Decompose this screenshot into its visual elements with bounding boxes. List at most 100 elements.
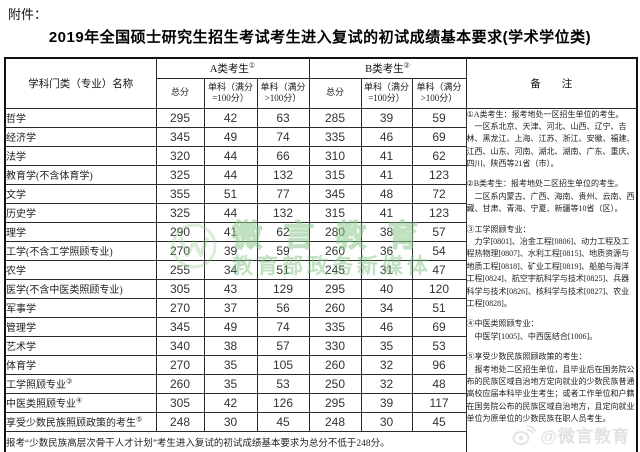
score-value: 40: [360, 278, 413, 299]
subject-name: 中医类照顾专业④: [4, 392, 157, 413]
subject-name: 体育学: [4, 354, 157, 375]
subject-name: 农学: [4, 259, 157, 280]
remarks-column-header: 备 注: [465, 57, 638, 109]
score-value: 245: [308, 259, 362, 280]
score-value: 345: [155, 316, 205, 337]
score-value: 74: [256, 126, 310, 147]
remark-paragraph: ②B类考生：报考地处二区招生单位的考生。: [466, 179, 624, 189]
table-row: 享受少数民族照顾政策的考生⑤ 248 30 45 248 30 45: [4, 411, 637, 432]
score-value: 53: [411, 335, 467, 356]
score-value: 46: [360, 316, 413, 337]
score-value: 46: [360, 126, 413, 147]
score-value: 34: [203, 259, 258, 280]
row-footnote-mark: ④: [76, 396, 83, 405]
score-value: 260: [308, 240, 362, 261]
score-value: 53: [256, 373, 310, 394]
score-value: 49: [203, 316, 258, 337]
score-value: 248: [308, 411, 362, 432]
score-value: 290: [155, 221, 205, 242]
score-value: 69: [411, 316, 467, 337]
score-value: 30: [360, 411, 413, 432]
remark-paragraph: ①A类考生：报考地处一区招生单位的考生。: [466, 109, 624, 119]
score-value: 335: [308, 316, 362, 337]
score-value: 36: [360, 240, 413, 261]
score-value: 270: [155, 240, 205, 261]
score-value: 49: [203, 126, 258, 147]
score-value: 280: [308, 221, 362, 242]
score-value: 96: [411, 354, 467, 375]
score-value: 59: [411, 107, 467, 128]
score-value: 260: [308, 297, 362, 318]
table-row: 艺术学 340 38 57 330 35 53: [4, 335, 637, 356]
score-value: 59: [256, 240, 310, 261]
score-value: 325: [155, 202, 205, 223]
score-value: 295: [308, 392, 362, 413]
score-value: 74: [256, 316, 310, 337]
footer-note: 报考“少数民族高层次骨干人才计划”考生进入复试的初试成绩基本要求为总分不低于24…: [4, 430, 467, 452]
attachment-label: 附件：: [8, 7, 48, 22]
score-value: 51: [411, 297, 467, 318]
score-value: 315: [308, 202, 362, 223]
score-value: 32: [360, 354, 413, 375]
score-value: 48: [360, 183, 413, 204]
score-value: 41: [360, 202, 413, 223]
a-sub100-header: 单科（满分=100分）: [203, 77, 258, 109]
score-value: 39: [203, 240, 258, 261]
table-row: 体育学 270 35 105 260 32 96: [4, 354, 637, 375]
score-value: 123: [411, 164, 467, 185]
subject-name: 经济学: [4, 126, 157, 147]
group-a-footnote-mark: ①: [248, 61, 256, 70]
subject-column-header: 学科门类（专业）名称: [4, 57, 157, 109]
score-table-body: 哲学 295 42 63 285 39 59 ①A类考生：报考地处一区招生单位的考生。 一区系…: [4, 107, 638, 452]
score-value: 35: [203, 354, 258, 375]
score-value: 295: [155, 107, 205, 128]
subject-name: 管理学: [4, 316, 157, 337]
score-value: 42: [203, 107, 258, 128]
score-value: 39: [360, 107, 413, 128]
score-value: 345: [308, 183, 362, 204]
score-value: 62: [411, 145, 467, 166]
group-b-footnote-mark: ②: [403, 61, 410, 70]
score-value: 38: [360, 221, 413, 242]
score-value: 41: [360, 164, 413, 185]
table-row: 工学(不含工学照顾专业) 270 39 59 260 36 54: [4, 240, 637, 261]
score-value: 305: [155, 392, 205, 413]
score-value: 63: [256, 107, 310, 128]
score-value: 123: [411, 202, 467, 223]
score-value: 355: [155, 183, 205, 204]
subject-name: 哲学: [4, 107, 157, 128]
score-value: 30: [203, 411, 258, 432]
a-over100-header: 单科（满分>100分）: [256, 77, 310, 109]
group-b-header: B类考生②: [308, 57, 467, 79]
score-value: 66: [256, 145, 310, 166]
a-total-header: 总分: [155, 77, 205, 109]
score-value: 340: [155, 335, 205, 356]
score-value: 330: [308, 335, 362, 356]
b-total-header: 总分: [308, 77, 362, 109]
remark-paragraph: 一区系北京、天津、河北、山西、辽宁、吉林、黑龙江、上海、江苏、浙江、安徽、福建、…: [466, 121, 635, 169]
score-value: 34: [360, 297, 413, 318]
remarks-cell: ①A类考生：报考地处一区招生单位的考生。 一区系北京、天津、河北、山西、辽宁、吉…: [465, 107, 638, 452]
group-a-header: A类考生①: [155, 57, 310, 79]
score-value: 295: [308, 278, 362, 299]
score-value: 345: [155, 126, 205, 147]
header-group-row: 学科门类（专业）名称 A类考生① B类考生② 备 注: [4, 57, 638, 109]
score-value: 44: [203, 145, 258, 166]
b-over100-header: 单科（满分>100分）: [411, 77, 467, 109]
score-value: 35: [203, 373, 258, 394]
score-value: 270: [155, 297, 205, 318]
score-value: 260: [155, 373, 205, 394]
remark-paragraph: ⑤享受少数民族照顾政策的考生：: [466, 352, 587, 362]
remark-paragraph: ④中医类照顾专业：: [466, 319, 539, 329]
score-value: 129: [256, 278, 310, 299]
b-sub100-header: 单科（满分=100分）: [360, 77, 413, 109]
score-value: 315: [308, 164, 362, 185]
score-value: 57: [256, 335, 310, 356]
subject-name: 历史学: [4, 202, 157, 223]
score-value: 105: [256, 354, 310, 375]
remark-paragraph: ③工学照顾专业：: [466, 224, 531, 234]
remark-paragraph: 报考地处二区招生单位，且毕业后在国务院公布的民族区域自治地方定向就业的少数民族普…: [466, 364, 635, 424]
score-value: 305: [155, 278, 205, 299]
score-value: 35: [360, 335, 413, 356]
score-value: 41: [203, 221, 258, 242]
